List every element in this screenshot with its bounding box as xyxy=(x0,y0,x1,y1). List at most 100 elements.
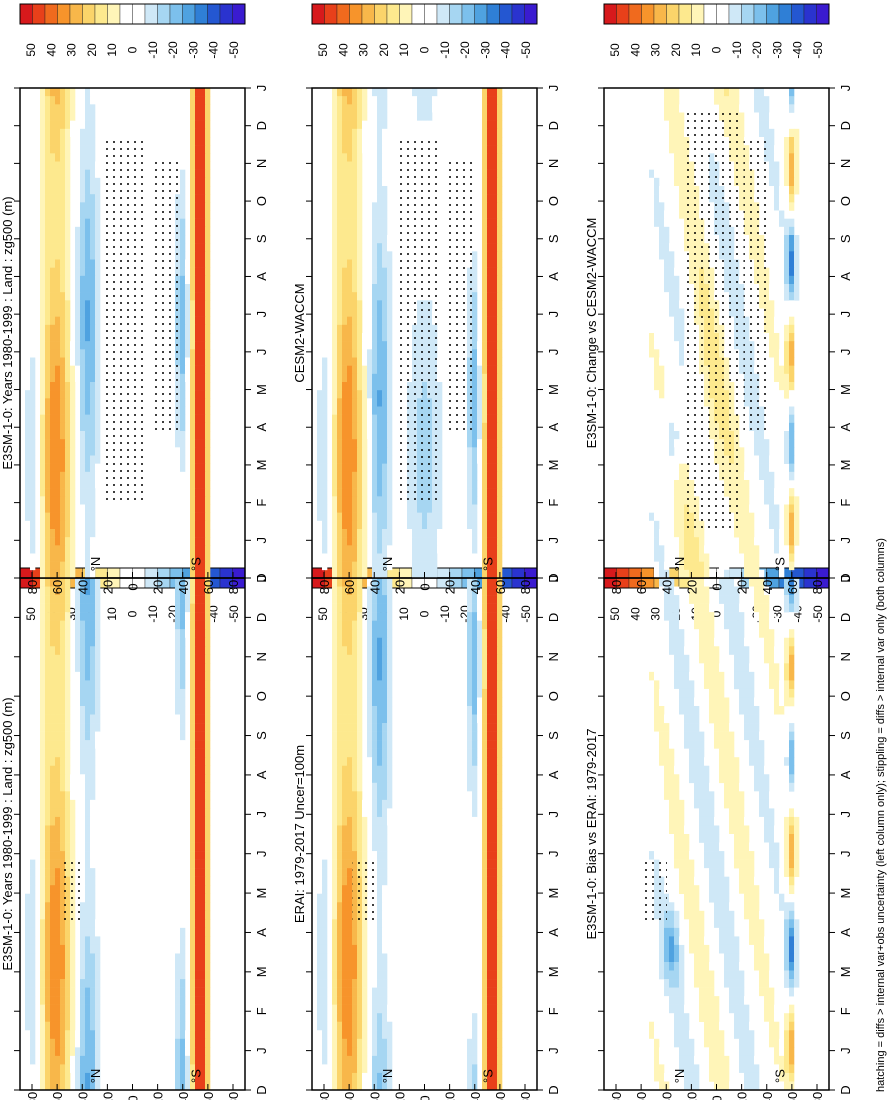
heatmap-cell xyxy=(649,1038,655,1048)
heatmap-cell xyxy=(205,169,211,179)
heatmap-cell xyxy=(342,620,348,630)
heatmap-cell xyxy=(332,706,338,715)
heatmap-cell xyxy=(332,646,338,656)
heatmap-cell xyxy=(205,1072,211,1082)
heatmap-cell xyxy=(337,333,343,342)
heatmap-cell xyxy=(669,620,675,630)
heatmap-cell xyxy=(734,1030,740,1040)
heatmap-cell xyxy=(70,953,76,963)
heatmap-cell xyxy=(25,1030,31,1040)
heatmap-cell xyxy=(357,251,363,260)
heatmap-cell xyxy=(347,970,353,980)
heatmap-cell xyxy=(482,740,488,749)
heatmap-cell xyxy=(205,816,211,826)
heatmap-cell xyxy=(684,868,690,877)
heatmap-cell xyxy=(190,697,196,707)
heatmap-cell xyxy=(362,88,368,97)
heatmap-cell xyxy=(342,595,348,604)
heatmap-cell xyxy=(337,251,343,260)
heatmap-cell xyxy=(200,480,206,489)
heatmap-cell xyxy=(477,620,483,630)
heatmap-cell xyxy=(85,284,91,293)
heatmap-cell xyxy=(472,808,478,818)
heatmap-cell xyxy=(784,663,790,673)
heatmap-cell xyxy=(205,799,211,809)
heatmap-cell xyxy=(60,398,66,407)
month-label: A xyxy=(546,770,561,779)
heatmap-cell xyxy=(779,868,785,877)
heatmap-cell xyxy=(50,382,56,391)
heatmap-cell xyxy=(332,859,338,869)
heatmap-cell xyxy=(714,714,720,724)
heatmap-cell xyxy=(185,333,191,342)
heatmap-cell xyxy=(754,876,760,886)
heatmap-cell xyxy=(75,1055,81,1065)
heatmap-cell xyxy=(180,586,186,596)
heatmap-cell xyxy=(45,680,51,690)
heatmap-cell xyxy=(205,431,211,440)
month-label: J xyxy=(546,575,561,582)
heatmap-cell xyxy=(55,120,61,130)
heatmap-cell xyxy=(200,422,206,432)
heatmap-cell xyxy=(362,944,368,954)
heatmap-cell xyxy=(45,447,51,456)
heatmap-cell xyxy=(195,545,201,554)
heatmap-cell xyxy=(55,1021,61,1031)
heatmap-cell xyxy=(477,637,483,647)
heatmap-cell xyxy=(80,919,86,929)
heatmap-cell xyxy=(30,455,36,464)
heatmap-cell xyxy=(497,218,503,228)
lat-label: 20 xyxy=(100,1092,115,1100)
heatmap-cell xyxy=(357,586,363,596)
heatmap-cell xyxy=(467,714,473,724)
heatmap-cell xyxy=(40,868,46,877)
heatmap-cell xyxy=(75,578,81,587)
heatmap-cell xyxy=(724,910,730,920)
heatmap-cell xyxy=(342,161,348,170)
colorbar-swatch xyxy=(499,3,513,25)
heatmap-cell xyxy=(180,595,186,604)
heatmap-cell xyxy=(472,1064,478,1074)
heatmap-cell xyxy=(794,595,800,604)
heatmap-cell xyxy=(684,859,690,869)
heatmap-cell xyxy=(492,808,498,818)
colorbar-tick-label: 10 xyxy=(397,607,411,621)
month-label: D xyxy=(254,1085,269,1094)
heatmap-cell xyxy=(367,680,373,690)
heatmap-cell xyxy=(352,1072,358,1082)
heatmap-cell xyxy=(724,902,730,912)
heatmap-cell xyxy=(205,979,211,988)
heatmap-cell xyxy=(80,455,86,464)
heatmap-cell xyxy=(694,910,700,920)
heatmap-cell xyxy=(377,731,383,741)
heatmap-cell xyxy=(332,825,338,835)
lat-label: 0 xyxy=(126,1095,141,1100)
heatmap-cell xyxy=(694,944,700,954)
heatmap-cell xyxy=(65,919,71,929)
heatmap-cell xyxy=(492,842,498,852)
month-label: M xyxy=(838,966,853,977)
heatmap-cell xyxy=(357,706,363,715)
heatmap-cell xyxy=(60,545,66,554)
heatmap-cell xyxy=(487,876,493,886)
colorbar-tick-label: 30 xyxy=(649,607,663,621)
heatmap-cell xyxy=(342,308,348,317)
heatmap-cell xyxy=(45,987,51,997)
heatmap-cell xyxy=(377,120,383,130)
heatmap-cell xyxy=(50,774,56,784)
heatmap-cell xyxy=(789,603,795,613)
heatmap-cell xyxy=(654,1072,660,1082)
heatmap-cell xyxy=(50,1081,56,1091)
heatmap-cell xyxy=(200,137,206,146)
heatmap-cell xyxy=(55,169,61,179)
heatmap-cell xyxy=(749,723,755,732)
heatmap-cell xyxy=(754,1064,760,1074)
heatmap-cell xyxy=(200,1038,206,1048)
heatmap-cell xyxy=(60,324,66,334)
heatmap-cell xyxy=(497,970,503,980)
heatmap-cell xyxy=(487,324,493,334)
heatmap-cell xyxy=(50,654,56,664)
heatmap-cell xyxy=(60,987,66,997)
heatmap-cell xyxy=(482,876,488,886)
heatmap-cell xyxy=(185,1064,191,1074)
